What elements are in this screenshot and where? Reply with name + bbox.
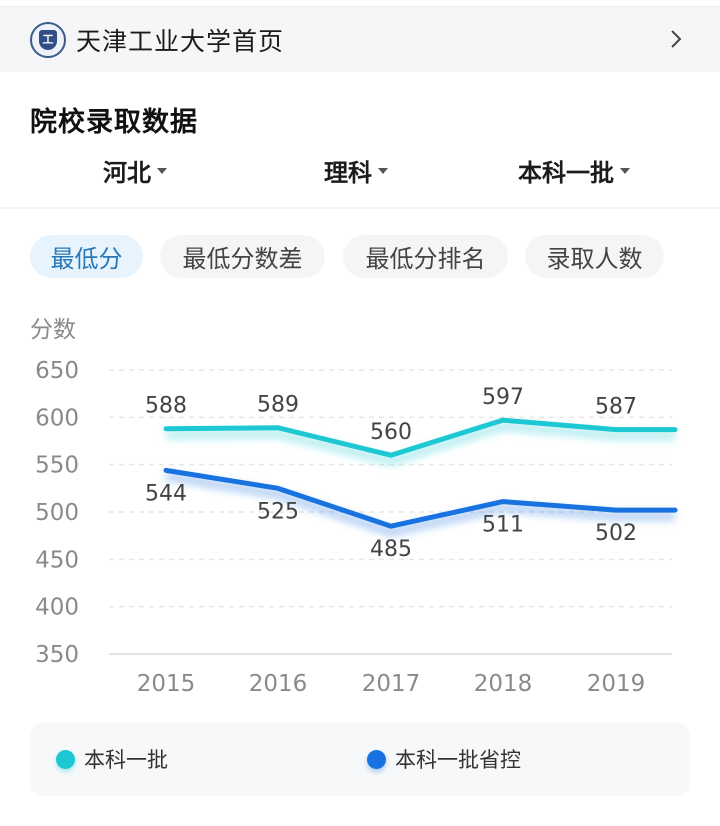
series-glow bbox=[165, 472, 675, 537]
data-label: 588 bbox=[145, 394, 187, 419]
data-label: 560 bbox=[370, 420, 412, 445]
line-chart: 650 600 550 500 450 400 350 2015 2016 2017 2018 201… bbox=[35, 358, 678, 697]
y-tick-label: 650 bbox=[35, 358, 79, 384]
province-dropdown-label: 河北 bbox=[103, 159, 151, 187]
data-label: 589 bbox=[257, 393, 299, 418]
data-label: 485 bbox=[370, 537, 412, 562]
series-glow bbox=[165, 422, 675, 466]
university-seal-icon: 工 bbox=[30, 21, 66, 58]
tab-min-score[interactable]: 最低分 bbox=[30, 235, 143, 278]
series-line-1 bbox=[163, 417, 678, 458]
x-tick-label: 2016 bbox=[249, 671, 308, 697]
data-label: 597 bbox=[482, 385, 524, 410]
batch-dropdown-label: 本科一批 bbox=[518, 159, 614, 187]
legend-label: 本科一批 bbox=[84, 748, 168, 772]
caret-down-icon bbox=[620, 167, 630, 174]
series-line-2 bbox=[163, 467, 678, 529]
legend-dot-icon bbox=[367, 749, 386, 769]
tab-min-score-diff[interactable]: 最低分数差 bbox=[160, 235, 325, 278]
x-tick-label: 2019 bbox=[587, 671, 646, 697]
legend-item-series-1[interactable]: 本科一批 bbox=[56, 722, 168, 796]
subject-dropdown-label: 理科 bbox=[324, 159, 372, 187]
divider bbox=[0, 207, 720, 209]
data-label: 502 bbox=[595, 521, 637, 546]
data-label: 525 bbox=[257, 499, 299, 524]
filter-bar: 河北 理科 本科一批 bbox=[0, 153, 720, 197]
y-tick-label: 400 bbox=[35, 595, 79, 621]
x-tick-label: 2015 bbox=[137, 671, 196, 697]
tab-min-score-rank[interactable]: 最低分排名 bbox=[343, 235, 508, 278]
homepage-link-title: 天津工业大学首页 bbox=[76, 26, 285, 56]
y-tick-label: 450 bbox=[35, 547, 79, 573]
y-tick-label: 350 bbox=[35, 642, 79, 668]
legend-dot-icon bbox=[56, 749, 75, 769]
batch-dropdown[interactable]: 本科一批 bbox=[518, 153, 630, 188]
logo-glyph: 工 bbox=[39, 29, 57, 50]
y-axis-title: 分数 bbox=[30, 317, 76, 343]
metric-tabs: 最低分 最低分数差 最低分排名 录取人数 bbox=[0, 235, 720, 279]
university-homepage-link[interactable]: 工 天津工业大学首页 bbox=[0, 6, 720, 72]
y-tick-label: 550 bbox=[35, 453, 79, 479]
province-dropdown[interactable]: 河北 bbox=[103, 153, 167, 188]
legend-label: 本科一批省控 bbox=[395, 748, 521, 772]
chart-legend: 本科一批 本科一批省控 bbox=[30, 722, 690, 796]
tab-admission-count[interactable]: 录取人数 bbox=[525, 235, 664, 278]
y-tick-label: 500 bbox=[35, 500, 79, 526]
caret-down-icon bbox=[378, 167, 388, 174]
caret-down-icon bbox=[157, 167, 167, 174]
chevron-right-icon[interactable] bbox=[662, 25, 690, 53]
data-label: 544 bbox=[145, 481, 187, 506]
x-tick-label: 2018 bbox=[474, 671, 533, 697]
x-tick-label: 2017 bbox=[362, 671, 421, 697]
y-tick-label: 600 bbox=[35, 405, 79, 431]
data-label: 511 bbox=[482, 513, 524, 538]
subject-dropdown[interactable]: 理科 bbox=[324, 153, 388, 188]
data-label: 587 bbox=[595, 395, 637, 420]
section-title: 院校录取数据 bbox=[30, 107, 198, 138]
legend-item-series-2[interactable]: 本科一批省控 bbox=[367, 722, 521, 796]
